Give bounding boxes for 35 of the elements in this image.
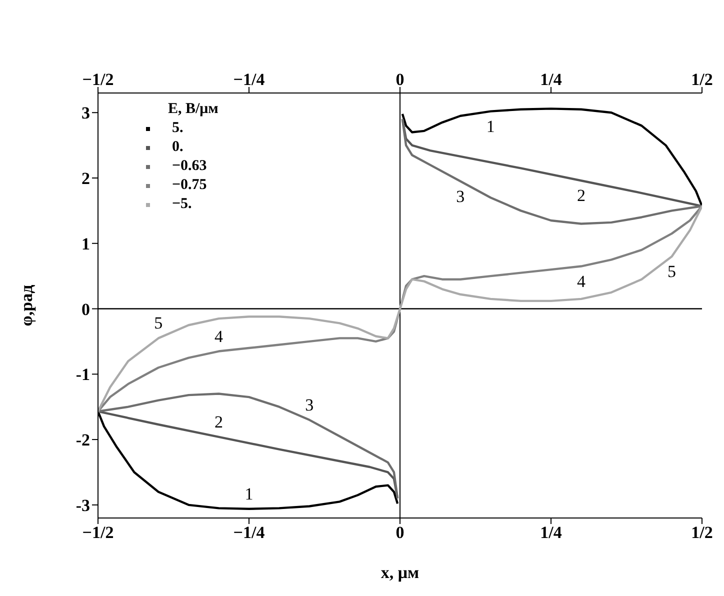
x2-tick-label: 0: [396, 523, 404, 542]
x-axis-title: x, μм: [380, 563, 420, 582]
y-tick-label: -1: [76, 365, 90, 384]
y-axis-title: φ,рад: [17, 284, 36, 326]
legend-label: −5.: [172, 195, 192, 214]
annotation: 5: [154, 314, 163, 333]
x-tick-label: −1/4: [233, 70, 266, 89]
x-tick-label: 0: [396, 70, 404, 89]
x2-tick-label: 1/2: [691, 523, 713, 542]
y-tick-label: 1: [82, 234, 90, 254]
annotation: 5: [668, 262, 676, 281]
legend-title: E, В/μм: [168, 100, 218, 119]
x2-tick-label: −1/4: [233, 523, 266, 542]
y-tick-label: 0: [82, 300, 90, 319]
legend-label: −0.75: [172, 176, 207, 195]
y-tick-label: -3: [76, 496, 90, 515]
annotation: 3: [305, 395, 314, 414]
x-tick-label: −1/2: [82, 70, 114, 89]
x-tick-label: 1/2: [691, 70, 713, 89]
annotation: 2: [214, 412, 224, 432]
annotation: 4: [576, 272, 586, 291]
x2-tick-label: −1/2: [82, 523, 114, 542]
annotation: 4: [214, 326, 224, 346]
annotation: 2: [576, 186, 586, 206]
annotation: 1: [486, 116, 495, 136]
annotation: 3: [456, 186, 465, 206]
y-tick-label: 3: [82, 104, 90, 123]
x2-tick-label: 1/4: [540, 523, 562, 542]
y-tick-label: 2: [82, 169, 90, 188]
x-tick-label: 1/4: [540, 70, 562, 89]
legend-label: 0.: [172, 138, 184, 157]
annotation: 1: [244, 484, 254, 504]
legend-label: −0.63: [172, 157, 207, 176]
y-tick-label: -2: [76, 430, 90, 450]
legend-label: 5.: [172, 119, 184, 138]
